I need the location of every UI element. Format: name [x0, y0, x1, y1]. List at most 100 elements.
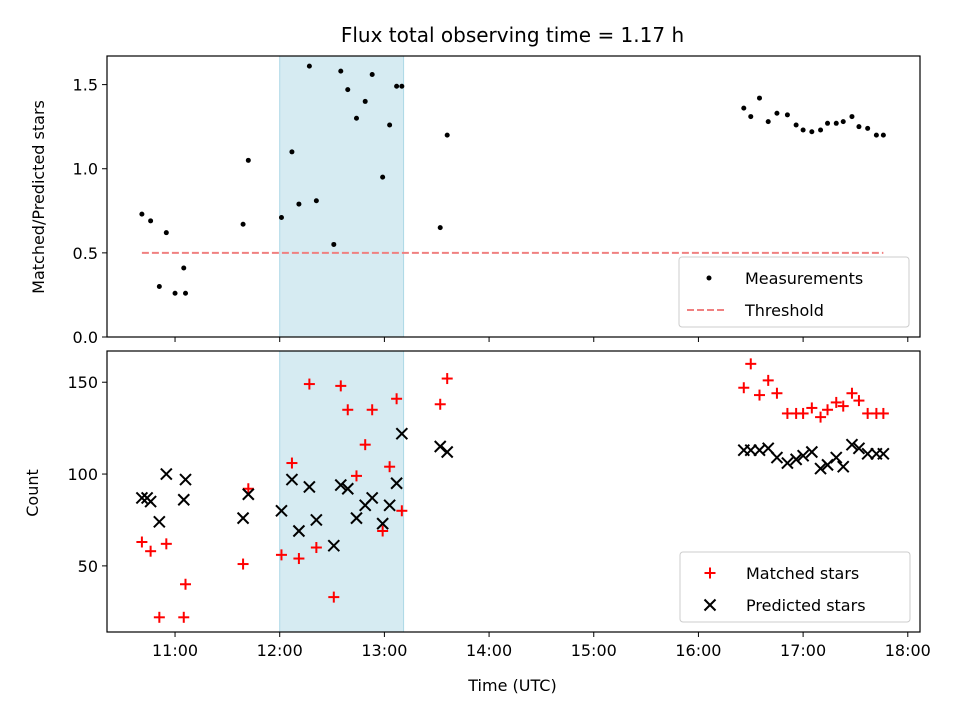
bottom-matched-stars-point	[242, 483, 254, 495]
bottom-predicted-stars-point	[805, 445, 819, 459]
bottom-predicted-stars-point	[376, 517, 389, 530]
top-measurements-point	[809, 129, 815, 135]
top-measurements-point	[183, 290, 189, 296]
bottom-predicted-stars-point	[814, 462, 827, 475]
bottom-predicted-stars-point	[144, 495, 157, 508]
top-measurements-point	[345, 87, 351, 93]
bottom-legend-box	[679, 551, 911, 623]
bottom-predicted-stars-point	[365, 491, 379, 505]
x-tick-label: 12:00	[257, 641, 303, 660]
top-y-tick-label: 0.5	[73, 244, 98, 263]
bottom-matched-stars-point	[745, 358, 757, 370]
bottom-predicted-stars-point	[877, 447, 890, 461]
top-measurements-point	[380, 174, 386, 180]
bottom-matched-stars-point	[310, 542, 322, 554]
bottom-predicted-stars-point	[395, 427, 409, 440]
top-y-tick-label: 0.0	[73, 328, 98, 347]
chart-title: Flux total observing time = 1.17 h	[341, 23, 684, 47]
top-measurements-point	[338, 68, 344, 74]
top-measurements-point	[833, 120, 839, 126]
top-measurements-point	[825, 120, 831, 126]
top-measurements-point	[278, 215, 284, 221]
bottom-predicted-stars-point	[135, 491, 149, 505]
x-tick-label: 11:00	[152, 641, 198, 660]
top-measurements-point	[353, 115, 359, 121]
top-measurements-point	[362, 98, 368, 104]
top-measurements-point	[437, 225, 443, 231]
bottom-predicted-stars-point	[292, 524, 306, 538]
bottom-legend: Matched stars Predicted stars	[679, 551, 911, 623]
bottom-matched-stars-point	[237, 558, 249, 570]
top-legend-measurements: Measurements	[706, 269, 863, 288]
bottom-matched-stars-point	[384, 461, 396, 473]
top-measurements-point	[399, 83, 405, 89]
bottom-legend-label: Predicted stars	[746, 596, 866, 615]
top-legend: Measurements Threshold	[678, 256, 910, 328]
top-legend-threshold: Threshold	[687, 301, 824, 320]
bottom-matched-stars-point	[396, 505, 408, 517]
bottom-matched-stars-point	[822, 404, 834, 416]
top-highlight-span	[279, 55, 405, 338]
top-measurements-point	[741, 105, 747, 111]
bottom-matched-stars-point	[771, 387, 783, 399]
bottom-y-tick-label: 100	[67, 465, 98, 484]
top-measurements-point	[289, 149, 295, 155]
bottom-predicted-stars-point	[153, 515, 166, 529]
bottom-matched-stars-point	[145, 545, 157, 557]
top-legend-box	[678, 256, 910, 328]
top-measurements-point	[748, 114, 754, 120]
bottom-predicted-stars-point	[434, 440, 447, 453]
bottom-predicted-stars-point	[390, 477, 403, 490]
bottom-matched-stars-point	[350, 470, 362, 482]
bottom-matched-stars-point	[335, 380, 347, 392]
bottom-predicted-stars-point	[383, 499, 396, 512]
x-tick-label: 14:00	[466, 641, 512, 660]
top-measurements-point	[394, 83, 400, 89]
bottom-matched-stars-point	[853, 395, 865, 407]
bottom-matched-stars-point	[342, 404, 354, 416]
bottom-predicted-stars-point	[285, 473, 299, 486]
x-axis-label: Time (UTC)	[467, 676, 556, 695]
top-measurements-point	[240, 221, 246, 227]
bottom-matched-stars-point	[753, 389, 765, 401]
top-measurements-point	[818, 127, 824, 133]
top-measurements-point	[444, 132, 450, 138]
bottom-predicted-stars-point	[177, 493, 190, 506]
bottom-predicted-stars-point	[852, 442, 866, 455]
bottom-matched-stars-point	[830, 396, 842, 408]
bottom-matched-stars-point	[806, 402, 818, 414]
top-measurements-point	[181, 265, 187, 271]
bottom-matched-stars-point	[293, 553, 305, 565]
bottom-matched-stars-point	[738, 382, 750, 394]
top-legend-label: Threshold	[744, 301, 824, 320]
bottom-y-tick-label: 50	[78, 557, 98, 576]
bottom-panel: 11:00 12:00 13:00 14:00 15:00 16:00 17:00 18:00…	[67, 350, 931, 660]
bottom-predicted-stars-point	[236, 511, 250, 525]
bottom-predicted-stars-point	[310, 513, 323, 527]
bottom-y-axis-label: Count	[23, 469, 42, 517]
x-tick-label: 13:00	[361, 641, 407, 660]
top-measurements-point	[139, 211, 145, 217]
top-measurements-point	[800, 127, 806, 133]
bottom-matched-stars-point	[328, 591, 340, 603]
bottom-legend-matched-stars: Matched stars	[704, 564, 859, 583]
bottom-matched-stars-point	[160, 538, 172, 550]
bottom-legend-predicted-stars: Predicted stars	[703, 596, 866, 615]
top-measurements-point	[387, 122, 393, 128]
bottom-panel-frame	[106, 350, 921, 633]
top-measurements-point	[296, 201, 302, 207]
bottom-matched-stars-point	[180, 578, 192, 590]
top-measurements-point	[774, 110, 780, 116]
bottom-predicted-stars-point	[837, 460, 850, 473]
bottom-predicted-stars-point	[770, 451, 784, 464]
bottom-matched-stars-point	[359, 439, 371, 451]
bottom-predicted-stars-point	[350, 511, 363, 525]
bottom-matched-stars-point	[762, 374, 774, 386]
bottom-predicted-stars-point	[160, 467, 173, 481]
bottom-predicted-stars-point	[275, 504, 288, 517]
bottom-matched-stars-point	[797, 407, 809, 419]
bottom-matched-stars-point	[366, 404, 378, 416]
bottom-matched-stars-point	[434, 398, 446, 410]
top-y-tick-label: 1.0	[73, 160, 98, 179]
